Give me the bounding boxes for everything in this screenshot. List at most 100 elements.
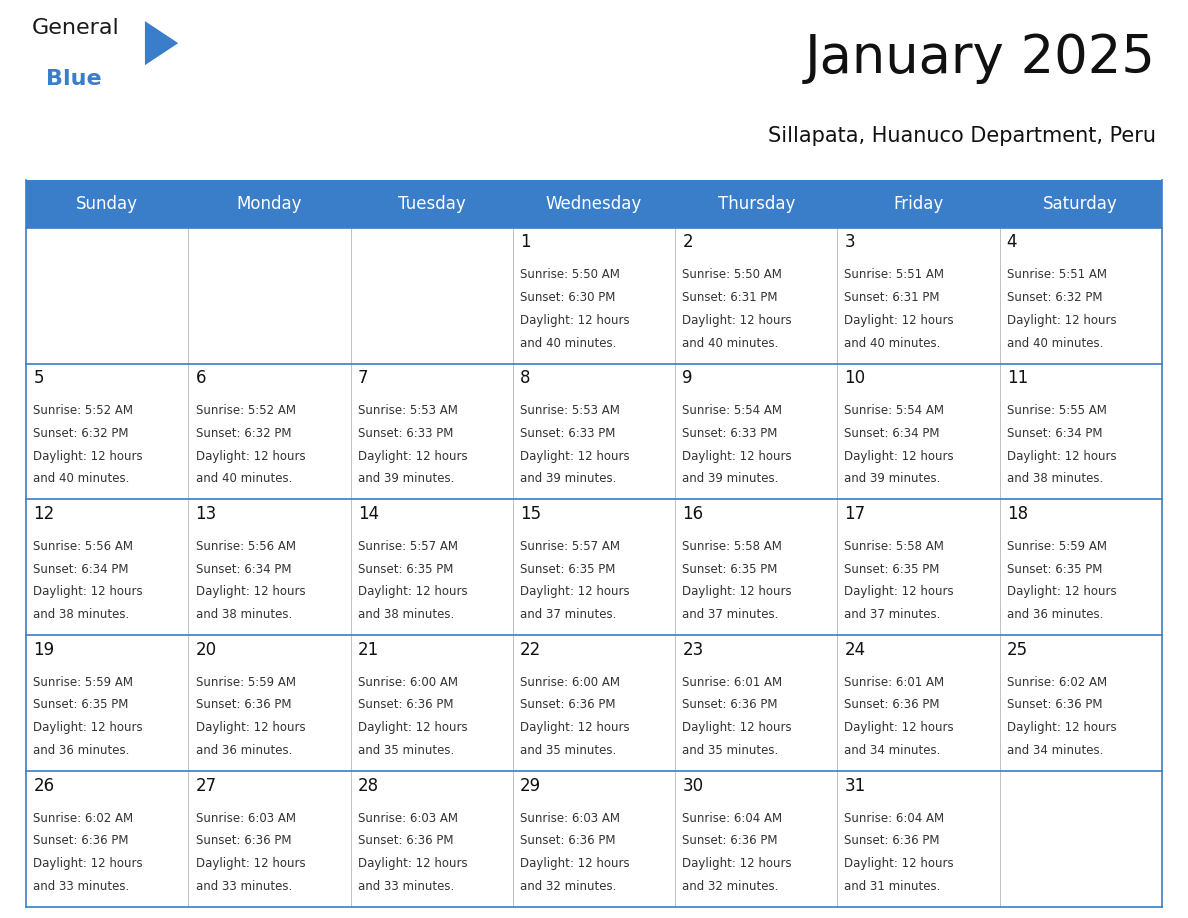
Text: and 36 minutes.: and 36 minutes. [33, 744, 129, 757]
Text: 6: 6 [196, 369, 206, 387]
Text: and 37 minutes.: and 37 minutes. [682, 609, 778, 621]
Text: Daylight: 12 hours: Daylight: 12 hours [1006, 586, 1117, 599]
Text: Sunset: 6:36 PM: Sunset: 6:36 PM [845, 834, 940, 847]
Text: 24: 24 [845, 641, 866, 659]
Text: 10: 10 [845, 369, 866, 387]
Text: and 38 minutes.: and 38 minutes. [196, 609, 292, 621]
Text: 25: 25 [1006, 641, 1028, 659]
Text: Sunrise: 6:02 AM: Sunrise: 6:02 AM [33, 812, 133, 824]
Text: and 40 minutes.: and 40 minutes. [1006, 337, 1104, 350]
Text: and 40 minutes.: and 40 minutes. [520, 337, 617, 350]
Text: 7: 7 [358, 369, 368, 387]
Text: and 36 minutes.: and 36 minutes. [1006, 609, 1104, 621]
Text: Sunrise: 5:54 AM: Sunrise: 5:54 AM [845, 404, 944, 417]
Text: and 35 minutes.: and 35 minutes. [520, 744, 617, 757]
Text: 12: 12 [33, 505, 55, 523]
Text: Sunrise: 5:52 AM: Sunrise: 5:52 AM [196, 404, 296, 417]
Text: Daylight: 12 hours: Daylight: 12 hours [1006, 450, 1117, 463]
Text: 1: 1 [520, 233, 531, 252]
Text: Sunset: 6:36 PM: Sunset: 6:36 PM [682, 699, 778, 711]
Text: Daylight: 12 hours: Daylight: 12 hours [33, 722, 143, 734]
Text: and 38 minutes.: and 38 minutes. [1006, 473, 1102, 486]
Text: Sunrise: 5:50 AM: Sunrise: 5:50 AM [520, 268, 620, 281]
Text: Sunrise: 5:59 AM: Sunrise: 5:59 AM [1006, 540, 1107, 553]
Text: 8: 8 [520, 369, 531, 387]
Text: Daylight: 12 hours: Daylight: 12 hours [358, 586, 467, 599]
Text: Sunrise: 5:54 AM: Sunrise: 5:54 AM [682, 404, 782, 417]
Text: 31: 31 [845, 777, 866, 795]
Text: Sunrise: 5:58 AM: Sunrise: 5:58 AM [682, 540, 782, 553]
Text: Daylight: 12 hours: Daylight: 12 hours [845, 586, 954, 599]
Text: Daylight: 12 hours: Daylight: 12 hours [196, 586, 305, 599]
Text: Daylight: 12 hours: Daylight: 12 hours [1006, 314, 1117, 327]
Text: and 38 minutes.: and 38 minutes. [33, 609, 129, 621]
Text: Sunset: 6:31 PM: Sunset: 6:31 PM [682, 291, 778, 304]
Bar [26, 771, 1162, 907]
Text: Sunrise: 6:03 AM: Sunrise: 6:03 AM [520, 812, 620, 824]
Text: Daylight: 12 hours: Daylight: 12 hours [682, 586, 792, 599]
Text: Sunset: 6:31 PM: Sunset: 6:31 PM [845, 291, 940, 304]
Text: Sunset: 6:30 PM: Sunset: 6:30 PM [520, 291, 615, 304]
Text: 18: 18 [1006, 505, 1028, 523]
Text: 4: 4 [1006, 233, 1017, 252]
Bar [26, 635, 1162, 771]
Text: and 36 minutes.: and 36 minutes. [196, 744, 292, 757]
Text: 15: 15 [520, 505, 541, 523]
Text: Sunset: 6:34 PM: Sunset: 6:34 PM [845, 427, 940, 440]
Text: and 33 minutes.: and 33 minutes. [358, 880, 454, 893]
Text: Sunrise: 5:56 AM: Sunrise: 5:56 AM [196, 540, 296, 553]
Text: Sunset: 6:36 PM: Sunset: 6:36 PM [196, 834, 291, 847]
Text: Saturday: Saturday [1043, 195, 1118, 213]
Text: Sunset: 6:35 PM: Sunset: 6:35 PM [845, 563, 940, 576]
Text: Daylight: 12 hours: Daylight: 12 hours [358, 450, 467, 463]
Text: Sunset: 6:36 PM: Sunset: 6:36 PM [33, 834, 128, 847]
Text: Sunset: 6:33 PM: Sunset: 6:33 PM [520, 427, 615, 440]
Text: 23: 23 [682, 641, 703, 659]
Text: Sunset: 6:32 PM: Sunset: 6:32 PM [1006, 291, 1102, 304]
Text: 11: 11 [1006, 369, 1028, 387]
Text: 30: 30 [682, 777, 703, 795]
Text: Daylight: 12 hours: Daylight: 12 hours [520, 314, 630, 327]
Text: and 39 minutes.: and 39 minutes. [682, 473, 778, 486]
Text: Sunset: 6:34 PM: Sunset: 6:34 PM [1006, 427, 1102, 440]
Text: and 35 minutes.: and 35 minutes. [682, 744, 778, 757]
Text: Daylight: 12 hours: Daylight: 12 hours [682, 450, 792, 463]
Text: Daylight: 12 hours: Daylight: 12 hours [520, 857, 630, 870]
Text: Sunset: 6:35 PM: Sunset: 6:35 PM [682, 563, 778, 576]
Text: Sunrise: 5:56 AM: Sunrise: 5:56 AM [33, 540, 133, 553]
Text: 28: 28 [358, 777, 379, 795]
Text: Daylight: 12 hours: Daylight: 12 hours [196, 722, 305, 734]
Text: Sunrise: 5:58 AM: Sunrise: 5:58 AM [845, 540, 944, 553]
Text: Sunset: 6:36 PM: Sunset: 6:36 PM [520, 834, 615, 847]
Text: Sunset: 6:36 PM: Sunset: 6:36 PM [196, 699, 291, 711]
Bar [26, 364, 1162, 499]
Text: Sunrise: 5:57 AM: Sunrise: 5:57 AM [520, 540, 620, 553]
Text: Sunrise: 5:59 AM: Sunrise: 5:59 AM [33, 676, 133, 688]
Text: Sunrise: 5:59 AM: Sunrise: 5:59 AM [196, 676, 296, 688]
Bar [26, 499, 1162, 635]
Text: 26: 26 [33, 777, 55, 795]
Text: Friday: Friday [893, 195, 943, 213]
Text: January 2025: January 2025 [805, 32, 1156, 84]
Text: 22: 22 [520, 641, 542, 659]
Text: Sunset: 6:32 PM: Sunset: 6:32 PM [33, 427, 128, 440]
Text: Daylight: 12 hours: Daylight: 12 hours [33, 450, 143, 463]
Text: Sunset: 6:36 PM: Sunset: 6:36 PM [845, 699, 940, 711]
Text: Sunrise: 6:01 AM: Sunrise: 6:01 AM [845, 676, 944, 688]
Text: Sunday: Sunday [76, 195, 138, 213]
Text: 13: 13 [196, 505, 216, 523]
Text: Daylight: 12 hours: Daylight: 12 hours [520, 722, 630, 734]
Text: and 35 minutes.: and 35 minutes. [358, 744, 454, 757]
Text: Sunrise: 5:51 AM: Sunrise: 5:51 AM [1006, 268, 1107, 281]
Text: and 39 minutes.: and 39 minutes. [358, 473, 454, 486]
Text: and 40 minutes.: and 40 minutes. [33, 473, 129, 486]
Text: Daylight: 12 hours: Daylight: 12 hours [682, 722, 792, 734]
Bar [0, 0, 1188, 180]
Text: Daylight: 12 hours: Daylight: 12 hours [33, 586, 143, 599]
Text: and 37 minutes.: and 37 minutes. [845, 609, 941, 621]
Text: Daylight: 12 hours: Daylight: 12 hours [196, 857, 305, 870]
Text: Sunrise: 5:51 AM: Sunrise: 5:51 AM [845, 268, 944, 281]
Text: Sunset: 6:32 PM: Sunset: 6:32 PM [196, 427, 291, 440]
Text: and 31 minutes.: and 31 minutes. [845, 880, 941, 893]
Text: Sillapata, Huanuco Department, Peru: Sillapata, Huanuco Department, Peru [767, 126, 1156, 146]
